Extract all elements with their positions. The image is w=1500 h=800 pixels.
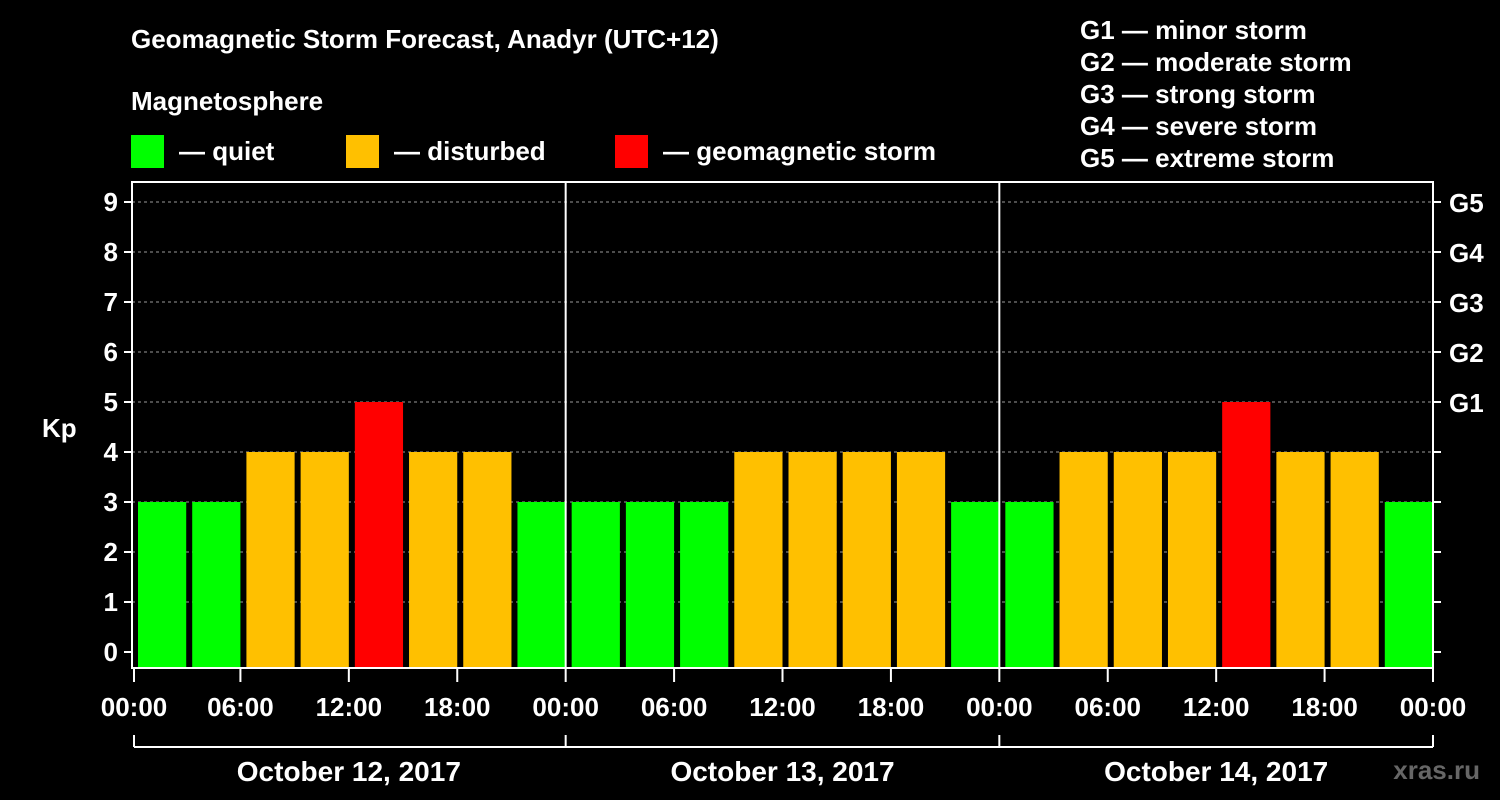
kp-bar [1384,502,1433,668]
y-tick-label: 6 [104,337,118,367]
kp-bar [300,452,349,668]
y-tick-label: 0 [104,637,118,667]
y-tick-label: 3 [104,487,118,517]
x-tick-label: 12:00 [1183,692,1250,722]
y-tick-label: 2 [104,537,118,567]
legend-label-storm: — geomagnetic storm [663,135,937,166]
x-tick-label: 18:00 [858,692,925,722]
g-axis-label: G5 [1449,188,1484,218]
g-axis-label: G2 [1449,338,1484,368]
legend-swatch-quiet [131,134,164,168]
y-axis-label: Kp [42,413,77,443]
kp-bar [517,502,566,668]
kp-bar [896,452,946,668]
x-tick-label: 00:00 [532,692,599,722]
y-tick-label: 7 [104,287,118,317]
g-axis-label: G1 [1449,388,1484,418]
g-level-g2: G2 — moderate storm [1080,47,1352,77]
kp-bar [138,502,187,668]
x-tick-label: 06:00 [1075,692,1142,722]
kp-bar [1276,452,1325,668]
y-tick-label: 5 [104,387,118,417]
kp-bar [788,452,837,668]
kp-bar [409,452,458,668]
legend-item-storm: — geomagnetic storm [615,134,936,168]
day-label: October 14, 2017 [1104,756,1328,787]
y-tick-label: 4 [104,437,119,467]
y-tick-label: 9 [104,187,118,217]
day-label: October 13, 2017 [670,756,894,787]
kp-bar [734,452,783,668]
watermark: xras.ru [1393,755,1480,785]
g-level-g3: G3 — strong storm [1080,79,1316,109]
x-tick-label: 00:00 [1400,692,1467,722]
kp-bar [1005,502,1054,668]
kp-bar [1059,452,1108,668]
y-tick-label: 1 [104,587,118,617]
legend-item-disturbed: — disturbed [346,134,546,168]
x-tick-label: 06:00 [207,692,274,722]
x-tick-label: 00:00 [966,692,1033,722]
legend-label-quiet: — quiet [179,135,275,166]
kp-bar [1330,452,1379,668]
g-axis-label: G4 [1449,238,1484,268]
x-tick-label: 12:00 [749,692,816,722]
x-tick-label: 00:00 [101,692,168,722]
kp-bar [842,452,891,668]
kp-bar [463,452,512,668]
x-tick-label: 18:00 [1291,692,1358,722]
g-level-g1: G1 — minor storm [1080,15,1307,45]
x-tick-label: 12:00 [316,692,383,722]
kp-bar [354,402,404,668]
kp-bar [680,502,729,668]
legend-label-disturbed: — disturbed [394,135,546,166]
legend-swatch-disturbed [346,134,379,168]
kp-bar [1113,452,1162,668]
day-label: October 12, 2017 [237,756,461,787]
kp-bar [192,502,241,668]
g-level-g5: G5 — extreme storm [1080,143,1335,173]
g-level-g4: G4 — severe storm [1080,111,1318,141]
chart-subtitle: Magnetosphere [131,86,324,116]
chart-title: Geomagnetic Storm Forecast, Anadyr (UTC+… [131,24,719,54]
kp-bar [951,502,1000,668]
legend-swatch-storm [615,134,648,168]
kp-bar [246,452,295,668]
x-tick-label: 06:00 [641,692,708,722]
g-axis-label: G3 [1449,288,1484,318]
kp-bar [571,502,620,668]
y-tick-label: 8 [104,237,118,267]
kp-bar [1167,452,1217,668]
kp-bar [625,502,675,668]
kp-bar [1222,402,1271,668]
x-tick-label: 18:00 [424,692,491,722]
legend-item-quiet: — quiet [131,134,274,168]
g-level-legend: G1 — minor storm G2 — moderate storm G3 … [1080,14,1352,174]
